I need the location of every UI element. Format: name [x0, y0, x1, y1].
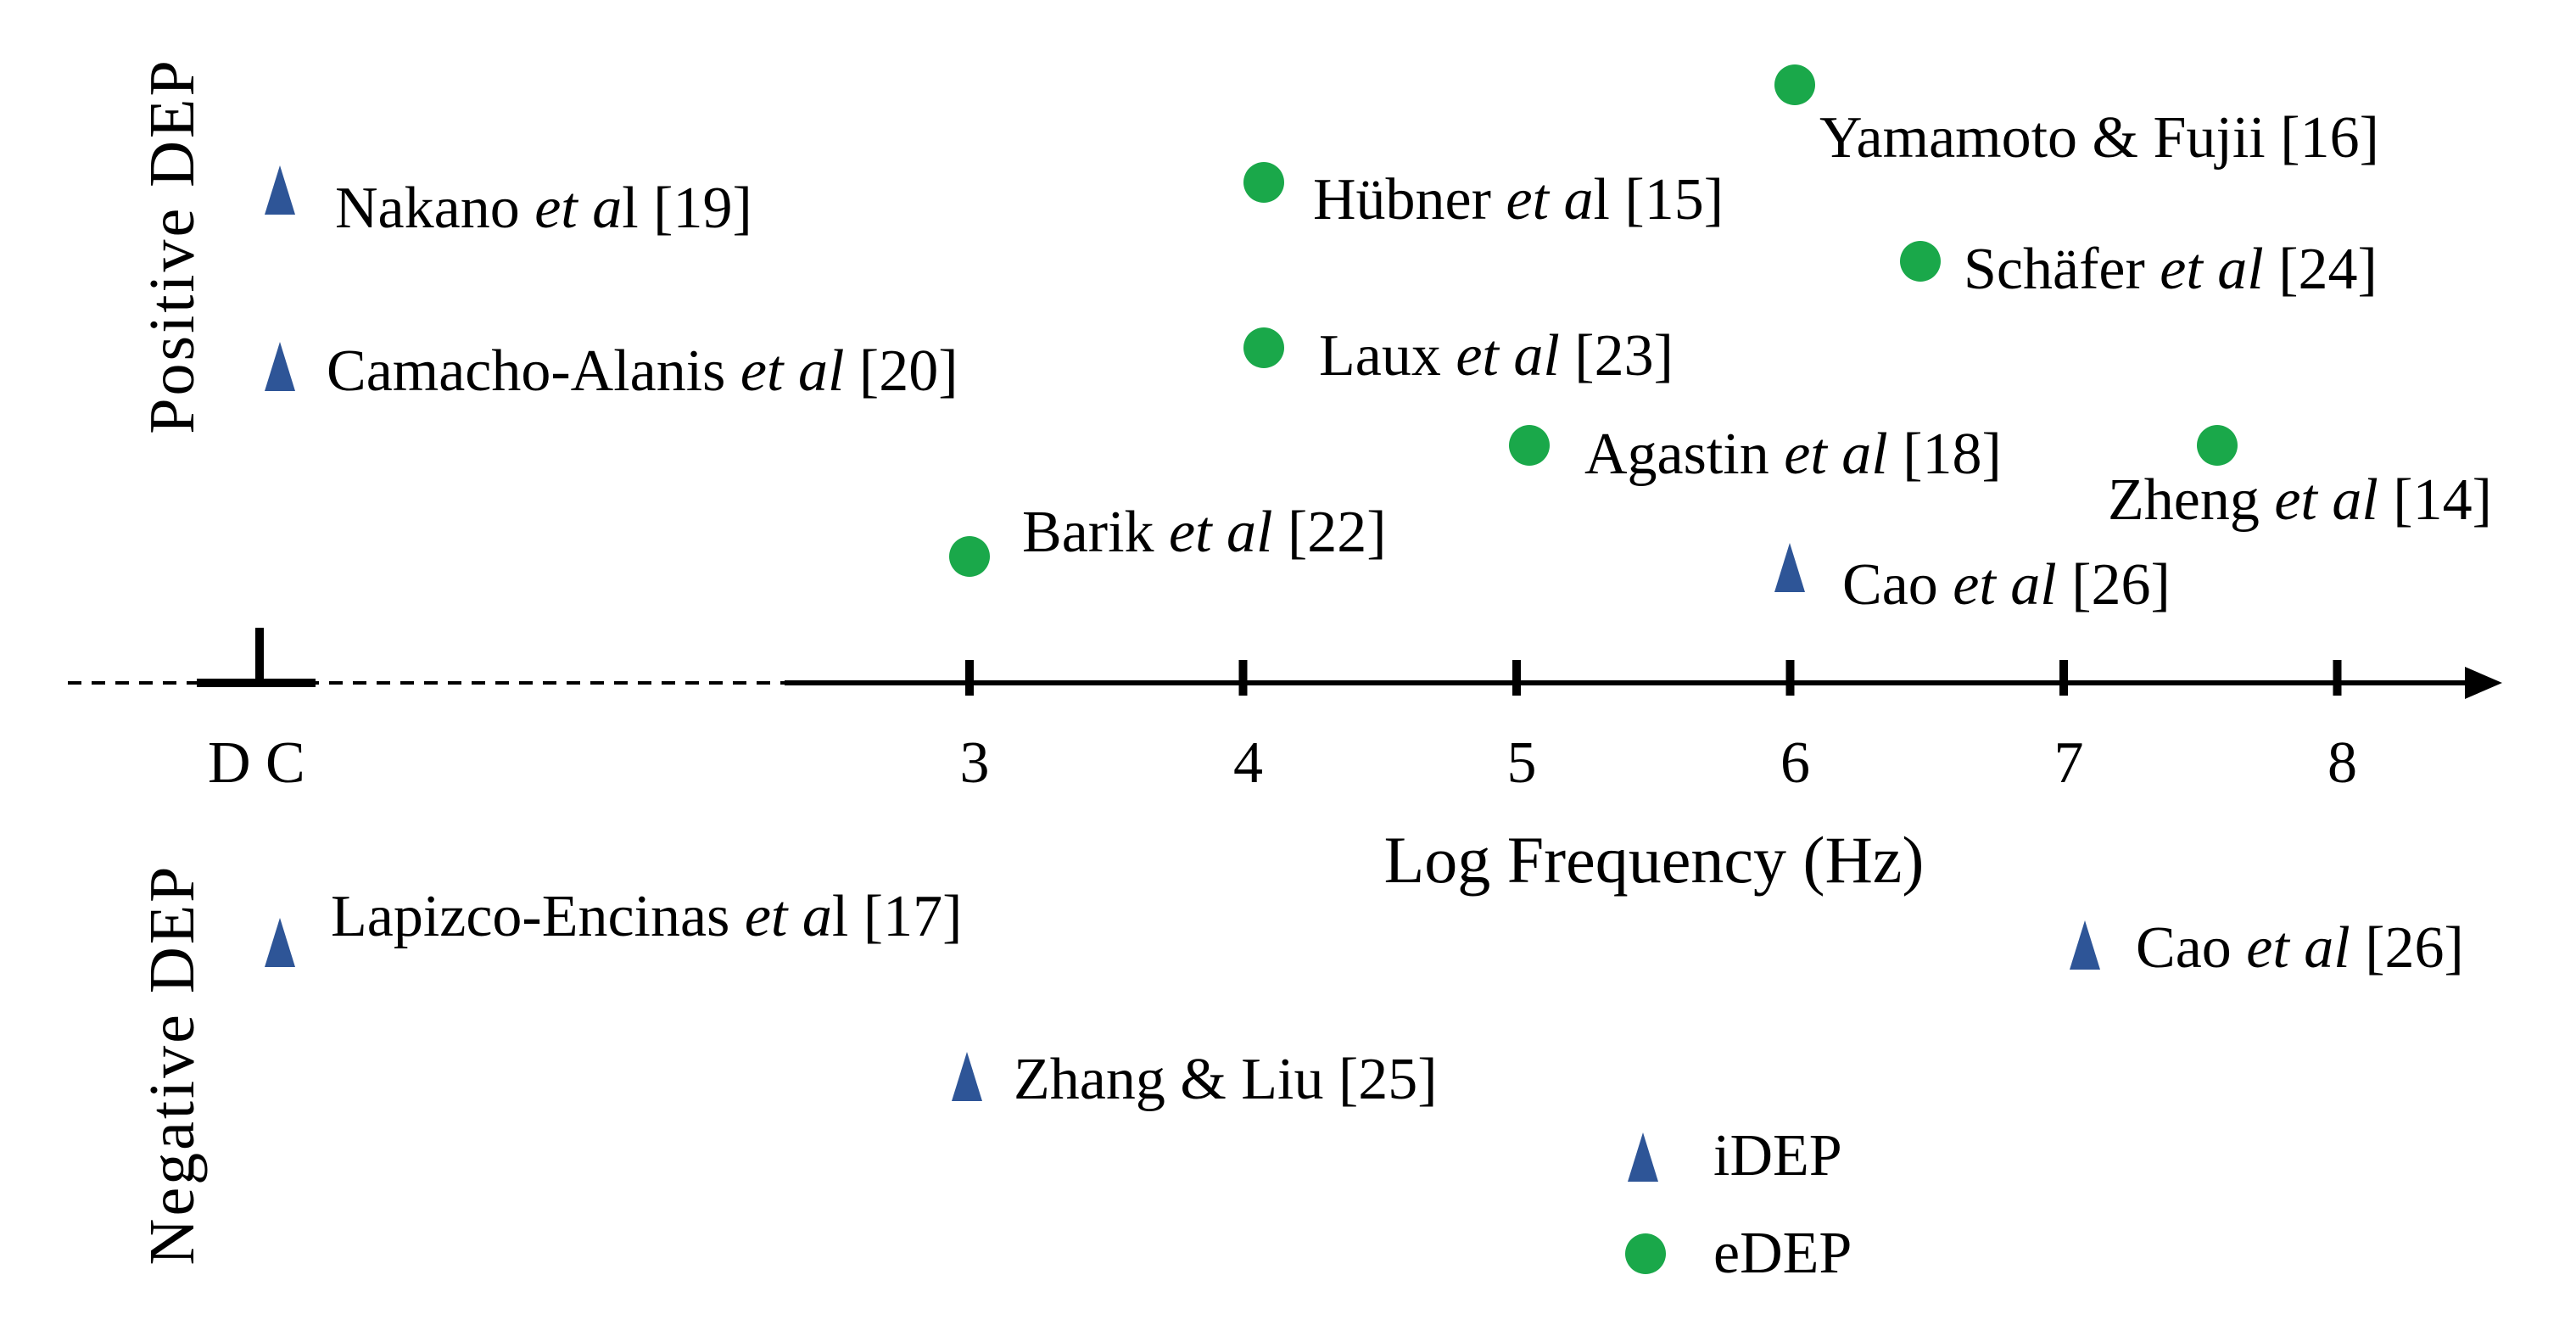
study-reference: [22]	[1273, 500, 1387, 565]
study-etal: et al	[2160, 237, 2263, 302]
study-author: Camacho-Alanis	[327, 338, 740, 404]
idep-triangle-icon	[2070, 920, 2100, 970]
dc-label: D C	[208, 730, 305, 796]
study-author: Zheng	[2108, 467, 2274, 533]
axis-ticks: 3 4 5 6 7 8	[960, 660, 2357, 796]
study-entry: Nakano et al [19]	[265, 165, 752, 241]
study-label: Camacho-Alanis et al [20]	[327, 338, 958, 404]
study-author: Hübner	[1313, 167, 1506, 232]
edep-circle-icon	[949, 536, 990, 577]
study-markers: Nakano et al [19]Camacho-Alanis et al [2…	[265, 64, 2492, 1112]
study-entry: Zheng et al [14]	[2108, 425, 2492, 533]
study-label: Yamamoto & Fujii [16]	[1819, 105, 2379, 171]
study-reference: l [15]	[1593, 167, 1724, 232]
idep-triangle-icon	[265, 165, 295, 215]
legend-triangle-icon	[1628, 1132, 1658, 1182]
study-entry: Camacho-Alanis et al [20]	[265, 338, 958, 404]
study-author: Laux	[1319, 323, 1456, 389]
study-author: Agastin	[1584, 422, 1784, 487]
study-author: Zhang & Liu [25]	[1014, 1047, 1438, 1112]
study-entry: Yamamoto & Fujii [16]	[1774, 64, 2379, 171]
study-entry: Schäfer et al [24]	[1900, 237, 2378, 302]
idep-triangle-icon	[265, 918, 295, 967]
study-reference: [24]	[2264, 237, 2378, 302]
study-entry: Cao et al [26]	[1774, 543, 2171, 618]
negative-dep-label: Negative DEP	[137, 864, 208, 1266]
study-etal: et al	[1169, 500, 1272, 565]
study-reference: [26]	[2350, 915, 2464, 981]
study-entry: Hübner et al [15]	[1243, 162, 1724, 232]
study-label: Cao et al [26]	[2136, 915, 2464, 981]
tick-label-4: 4	[1233, 730, 1263, 796]
study-reference: [23]	[1560, 323, 1674, 389]
idep-triangle-icon	[952, 1052, 982, 1101]
study-reference: [14]	[2378, 467, 2492, 533]
study-author: Cao	[2136, 915, 2246, 981]
study-reference: [18]	[1888, 422, 2002, 487]
positive-dep-label: Positive DEP	[137, 58, 208, 434]
legend-label: iDEP	[1713, 1123, 1842, 1188]
study-reference: [20]	[844, 338, 958, 404]
tick-label-7: 7	[2054, 730, 2084, 796]
study-label: Laux et al [23]	[1319, 323, 1674, 389]
study-author: Yamamoto & Fujii [16]	[1819, 105, 2379, 171]
x-axis-title: Log Frequency (Hz)	[1384, 823, 1925, 897]
study-reference: [26]	[2057, 552, 2171, 618]
study-reference: l [19]	[622, 176, 752, 241]
legend: iDEP eDEP	[1625, 1123, 1852, 1286]
legend-item-edep: eDEP	[1625, 1221, 1852, 1286]
edep-circle-icon	[1243, 327, 1284, 368]
study-label: Hübner et al [15]	[1313, 167, 1724, 232]
idep-triangle-icon	[265, 342, 295, 391]
study-etal: et al	[1784, 422, 1887, 487]
study-etal: et al	[1953, 552, 2056, 618]
legend-item-idep: iDEP	[1628, 1123, 1842, 1188]
study-entry: Agastin et al [18]	[1509, 422, 2002, 487]
study-etal: et a	[534, 176, 622, 241]
tick-label-3: 3	[960, 730, 990, 796]
edep-circle-icon	[1900, 241, 1941, 282]
idep-triangle-icon	[1774, 543, 1805, 592]
study-entry: Cao et al [26]	[2070, 915, 2464, 981]
study-author: Barik	[1022, 500, 1169, 565]
study-etal: et al	[740, 338, 844, 404]
study-entry: Laux et al [23]	[1243, 323, 1674, 389]
study-entry: Barik et al [22]	[949, 500, 1387, 577]
study-entry: Lapizco-Encinas et al [17]	[265, 884, 962, 967]
axis-arrowhead-icon	[2465, 667, 2502, 699]
edep-circle-icon	[2197, 425, 2238, 466]
legend-circle-icon	[1625, 1233, 1666, 1274]
study-label: Nakano et al [19]	[335, 176, 752, 241]
study-etal: et al	[1456, 323, 1559, 389]
study-entry: Zhang & Liu [25]	[952, 1047, 1438, 1112]
study-label: Zheng et al [14]	[2108, 467, 2492, 533]
study-label: Barik et al [22]	[1022, 500, 1387, 565]
study-etal: et a	[745, 884, 832, 949]
study-author: Cao	[1842, 552, 1953, 618]
study-label: Schäfer et al [24]	[1964, 237, 2378, 302]
study-author: Lapizco-Encinas	[331, 884, 745, 949]
study-label: Zhang & Liu [25]	[1014, 1047, 1438, 1112]
study-etal: et al	[2246, 915, 2350, 981]
study-etal: et a	[1506, 167, 1593, 232]
edep-circle-icon	[1509, 425, 1550, 466]
study-label: Agastin et al [18]	[1584, 422, 2002, 487]
study-author: Schäfer	[1964, 237, 2160, 302]
study-label: Lapizco-Encinas et al [17]	[331, 884, 962, 949]
tick-label-5: 5	[1507, 730, 1537, 796]
tick-label-6: 6	[1780, 730, 1810, 796]
study-etal: et al	[2274, 467, 2378, 533]
edep-circle-icon	[1774, 64, 1815, 105]
edep-circle-icon	[1243, 162, 1284, 203]
tick-label-8: 8	[2327, 730, 2357, 796]
legend-label: eDEP	[1713, 1221, 1852, 1286]
study-label: Cao et al [26]	[1842, 552, 2171, 618]
study-reference: l [17]	[832, 884, 963, 949]
study-author: Nakano	[335, 176, 534, 241]
